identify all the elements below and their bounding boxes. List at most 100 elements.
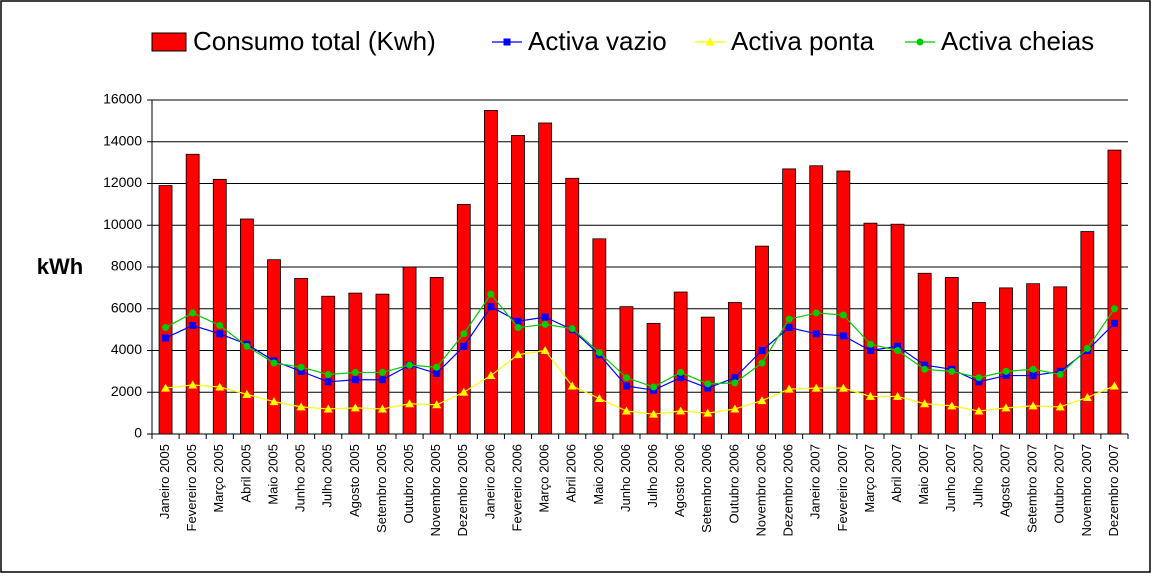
x-tick-label: Junho 2006 [618, 444, 633, 512]
marker [894, 342, 902, 350]
bar [890, 223, 905, 435]
marker [757, 396, 767, 405]
x-tick-label: Fevereiro 2006 [509, 444, 524, 531]
marker [269, 397, 279, 406]
marker [378, 376, 386, 384]
y-tick-label: 16000 [103, 91, 142, 107]
y-tick-label: 14000 [103, 132, 142, 148]
marker [974, 406, 984, 415]
marker [866, 340, 874, 348]
marker [351, 368, 359, 376]
legend-label: Activa ponta [731, 26, 875, 56]
marker [1109, 381, 1119, 390]
marker [324, 371, 332, 379]
marker [621, 406, 631, 415]
marker [920, 399, 930, 408]
x-tick-label: Maio 2007 [916, 444, 931, 505]
bar [809, 165, 824, 435]
marker [1001, 403, 1011, 412]
bar [239, 218, 254, 435]
marker [1055, 402, 1065, 411]
marker [514, 324, 522, 332]
legend-label: Consumo total (Kwh) [193, 26, 436, 56]
x-tick-label: Agosto 2006 [672, 444, 687, 517]
marker [270, 359, 278, 367]
x-tick-label: Setembro 2006 [699, 444, 714, 533]
marker [1110, 305, 1118, 313]
bar [267, 259, 281, 435]
x-tick-label: Março 2006 [537, 444, 552, 513]
bar [999, 287, 1013, 435]
line [165, 293, 1115, 388]
marker [705, 37, 715, 46]
marker [433, 363, 441, 371]
marker [541, 313, 549, 321]
marker [460, 342, 468, 350]
x-tick-label: Novembro 2007 [1079, 444, 1094, 537]
bar [538, 122, 553, 435]
marker [568, 325, 576, 333]
bar [782, 168, 797, 435]
bar [1107, 149, 1122, 435]
marker [188, 380, 198, 389]
x-tick-label: Janeiro 2005 [157, 444, 172, 519]
marker [758, 347, 766, 354]
marker [622, 382, 630, 390]
marker [1083, 344, 1091, 352]
marker [243, 342, 251, 350]
marker [865, 391, 875, 400]
line [165, 349, 1115, 415]
x-tick-label: Outubro 2005 [401, 444, 416, 524]
x-tick-label: Novembro 2005 [428, 444, 443, 537]
marker [1002, 367, 1010, 375]
x-tick-label: Junho 2007 [943, 444, 958, 512]
x-tick-label: Setembro 2007 [1025, 444, 1040, 533]
x-tick-label: Março 2005 [211, 444, 226, 513]
marker [541, 320, 549, 328]
bar [592, 238, 607, 435]
bar [836, 170, 851, 435]
marker [296, 402, 306, 411]
marker [540, 346, 550, 354]
bar [483, 110, 498, 435]
marker [758, 359, 766, 367]
marker [622, 374, 630, 382]
marker [1082, 392, 1092, 401]
marker [812, 330, 820, 338]
x-tick-label: Julho 2006 [645, 444, 660, 508]
marker [486, 371, 496, 380]
marker [838, 383, 848, 392]
bar [456, 203, 471, 435]
marker [731, 374, 739, 382]
bar [294, 278, 309, 435]
bar [727, 302, 742, 435]
bar [944, 277, 959, 435]
marker [513, 350, 523, 359]
marker [1056, 371, 1064, 379]
marker [839, 332, 847, 340]
bar [429, 277, 444, 435]
x-tick-label: Fevereiro 2005 [184, 444, 199, 531]
marker [1029, 365, 1037, 373]
x-tick-label: Novembro 2006 [753, 444, 768, 537]
marker [487, 303, 495, 311]
bar [1053, 286, 1068, 435]
marker [406, 361, 414, 369]
x-tick-label: Janeiro 2006 [482, 444, 497, 519]
x-tick-label: Dezembro 2007 [1106, 444, 1121, 537]
x-tick-label: Outubro 2007 [1052, 444, 1067, 524]
bar [700, 316, 715, 435]
marker [1029, 372, 1037, 380]
marker [1028, 401, 1038, 410]
bar [158, 185, 173, 435]
marker [323, 404, 333, 413]
marker [921, 365, 929, 373]
marker [894, 347, 902, 354]
x-tick-label: Junho 2005 [293, 444, 308, 512]
x-tick-label: Agosto 2007 [997, 444, 1012, 517]
marker [162, 334, 170, 342]
marker [839, 311, 847, 319]
marker [916, 38, 924, 46]
marker [785, 324, 793, 332]
